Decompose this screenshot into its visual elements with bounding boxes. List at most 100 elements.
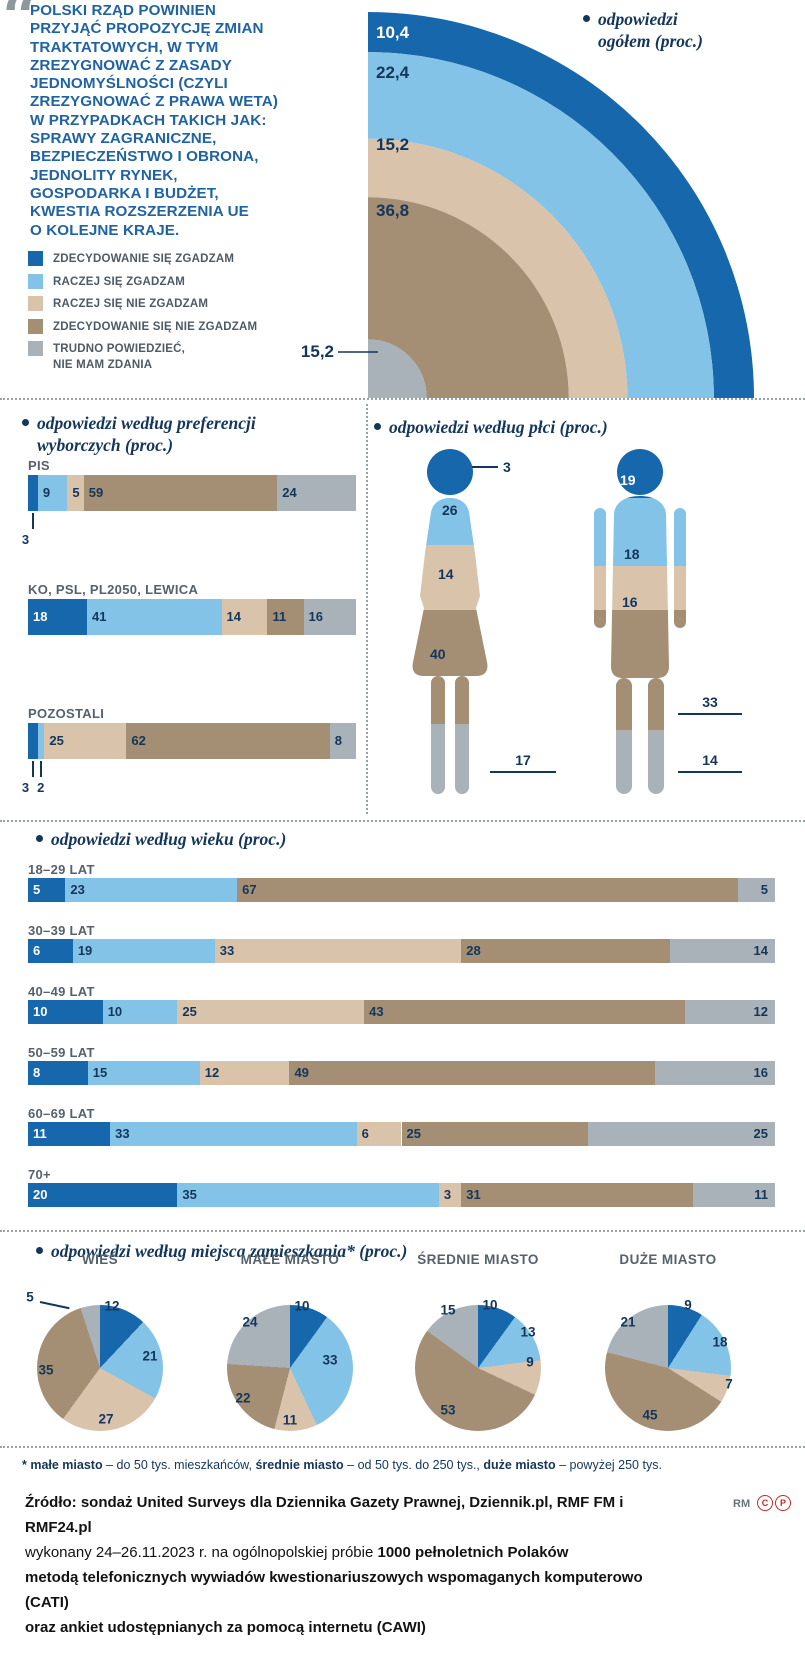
stacked-bar: 25 62 8 (28, 723, 356, 759)
bar-segment: 11 (28, 1122, 111, 1146)
bar-segment: 11 (692, 1183, 775, 1207)
license-badge: C (757, 1495, 773, 1511)
bar-segment: 14 (221, 599, 268, 635)
value-label: 53 (440, 1402, 456, 1418)
value-label: 19 (620, 472, 636, 488)
value-label: 8 (33, 1065, 41, 1080)
bar-segment: 10 (28, 1000, 103, 1024)
legend-item: RACZEJ SIĘ ZGADZAM (28, 273, 257, 291)
group-label: POZOSTALI (28, 706, 105, 721)
bar-segment: 5 (737, 878, 775, 902)
text-segment: oraz ankiet udostępnianych za pomocą int… (25, 1619, 426, 1636)
pie-chart (605, 1305, 731, 1431)
donut-band (368, 339, 427, 398)
text-segment: 1000 pełnoletnich Polaków (377, 1544, 569, 1561)
donut-band (368, 197, 569, 398)
divider-horizontal (0, 1446, 805, 1448)
legend-label: ZDECYDOWANIE SIĘ NIE ZGADZAM (53, 320, 258, 333)
stacked-bar: 18 41 14 11 16 (28, 599, 356, 635)
bar-segment: 11 (267, 599, 304, 635)
bar-segment: 41 (87, 599, 222, 635)
bar-segment: 10 (102, 1000, 178, 1024)
stacked-bar: 8 15 12 49 16 (28, 1061, 775, 1085)
value-label: 10 (33, 1004, 48, 1019)
value-label: 10,4 (376, 23, 410, 42)
text-segment: duże miasto (483, 1458, 556, 1472)
bar-segment (28, 723, 38, 759)
value-label: 3 (21, 780, 30, 795)
value-label: 36,8 (376, 201, 409, 220)
bar-segment: 59 (83, 475, 278, 511)
legend-swatch (28, 273, 43, 289)
place-chart-title: odpowiedzi według miejsca zamieszkania* … (36, 1240, 551, 1262)
bar-segment: 16 (655, 1061, 775, 1085)
value-label: 23 (70, 882, 85, 897)
bar-segment: 15 (87, 1061, 200, 1085)
value-label: 33 (115, 1126, 130, 1141)
value-label: 15,2 (301, 342, 334, 361)
value-label: 59 (88, 485, 104, 500)
bar-segment: 12 (199, 1061, 290, 1085)
text-segment: małe miasto (30, 1458, 103, 1472)
bar-segment: 25 (44, 723, 127, 759)
bar-segment: 9 (37, 475, 68, 511)
callout-line (40, 761, 43, 777)
legend-swatch (28, 296, 43, 312)
pie-chart (37, 1305, 163, 1431)
value-label: 45 (642, 1407, 658, 1423)
value-label: 5 (760, 882, 768, 897)
bullet-icon (22, 419, 29, 426)
value-label: 7 (725, 1376, 733, 1392)
bar-segment (28, 475, 38, 511)
value-label: 24 (242, 1314, 258, 1330)
value-label-text: 3 (503, 459, 511, 475)
value-label: 5 (72, 485, 80, 500)
pie-title: ŚREDNIE MIASTO (417, 1252, 539, 1267)
value-label: 31 (466, 1187, 481, 1202)
bar-segment: 33 (110, 1122, 357, 1146)
text-segment: metodą telefonicznych wywiadów kwestiona… (25, 1569, 643, 1611)
donut-band (368, 138, 628, 398)
value-label: 41 (92, 609, 107, 624)
group-label: KO, PSL, PL2050, LEWICA (28, 582, 199, 597)
person-figure (412, 449, 488, 794)
value-label: 33 (219, 943, 235, 958)
age-chart-title-text: odpowiedzi według wieku (proc.) (51, 829, 287, 849)
value-label: 9 (526, 1354, 534, 1370)
group-label: 50–59 LAT (28, 1045, 95, 1060)
value-label: 9 (684, 1297, 692, 1313)
pie-chart (415, 1305, 541, 1431)
value-label: 40 (430, 646, 446, 662)
place-chart-title-text: odpowiedzi według miejsca zamieszkania* … (51, 1241, 408, 1261)
legend-swatch (28, 251, 43, 266)
value-label: 24 (282, 485, 297, 500)
legend-label: RACZEJ SIĘ NIE ZGADZAM (53, 298, 209, 311)
bar-segment: 5 (67, 475, 84, 511)
text-segment: wykonany 24–26.11.2023 r. na ogólnopolsk… (25, 1544, 378, 1561)
source-note: Źródło: sondaż United Surveys dla Dzienn… (25, 1490, 670, 1640)
text-segment: – od 50 tys. do 250 tys., (343, 1458, 484, 1472)
value-label: 17 (490, 752, 556, 773)
group-label: 70+ (28, 1167, 51, 1182)
value-label: 25 (406, 1126, 421, 1141)
divider-horizontal (0, 1230, 805, 1232)
age-chart-title: odpowiedzi według wieku (proc.) (36, 828, 481, 850)
value-label: 16 (622, 594, 638, 610)
value-label: 43 (369, 1004, 384, 1019)
bar-segment: 28 (461, 939, 671, 963)
legend-label: TRUDNO POWIEDZIEĆ, NIE MAM ZDANIA (53, 343, 186, 371)
legend-label: RACZEJ SIĘ ZGADZAM (53, 275, 186, 288)
value-label: 18 (33, 609, 48, 624)
value-label: 3 (472, 459, 511, 475)
leader-line (472, 466, 498, 468)
value-label: 13 (520, 1324, 536, 1340)
bar-segment: 6 (28, 939, 73, 963)
legend-swatch (28, 318, 43, 334)
divider-horizontal (0, 398, 805, 400)
value-label: 12 (753, 1004, 768, 1019)
bar-segment: 25 (588, 1122, 775, 1146)
value-label: 10 (107, 1004, 123, 1019)
pie-chart (227, 1305, 353, 1431)
overall-donut-chart: 10,4 22,4 15,2 36,8 15,2 (301, 12, 754, 398)
preferences-chart-title-text: odpowiedzi według preferencji wyborczych… (37, 413, 256, 456)
